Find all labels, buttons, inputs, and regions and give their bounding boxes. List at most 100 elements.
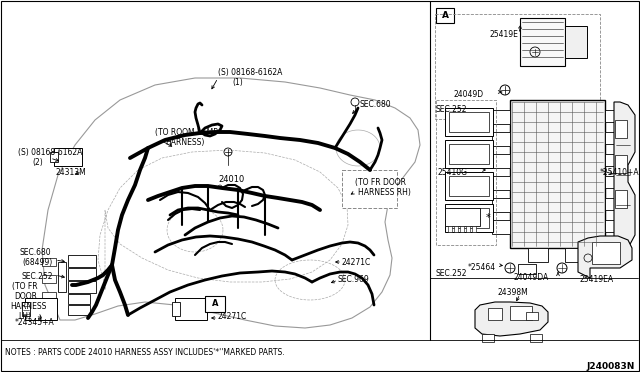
Bar: [605, 154, 619, 166]
Bar: [520, 18, 565, 66]
Bar: [42, 292, 56, 300]
Bar: [492, 110, 510, 124]
Bar: [605, 220, 619, 232]
Text: DOOR: DOOR: [14, 292, 37, 301]
Bar: [605, 132, 619, 144]
Bar: [68, 294, 90, 304]
Bar: [436, 8, 454, 23]
Bar: [68, 305, 90, 315]
Bar: [528, 248, 548, 262]
Text: A: A: [212, 299, 218, 308]
Text: 24271C: 24271C: [342, 258, 371, 267]
Polygon shape: [98, 150, 348, 290]
Bar: [565, 248, 585, 262]
Bar: [68, 255, 96, 267]
Text: SEC.252: SEC.252: [436, 269, 467, 278]
Bar: [492, 198, 510, 212]
Bar: [510, 100, 605, 248]
Polygon shape: [42, 78, 420, 328]
Text: *25464: *25464: [468, 263, 496, 272]
Bar: [615, 155, 627, 173]
Bar: [175, 298, 207, 320]
Bar: [526, 312, 538, 320]
Bar: [42, 275, 56, 283]
Text: HARNESS): HARNESS): [165, 138, 204, 147]
Polygon shape: [578, 236, 632, 278]
Text: 25419EA: 25419EA: [580, 275, 614, 284]
Bar: [445, 108, 493, 136]
Text: *24345+A: *24345+A: [15, 318, 55, 327]
Bar: [445, 172, 493, 200]
Bar: [482, 334, 494, 342]
Bar: [466, 226, 470, 232]
Bar: [436, 100, 496, 245]
Bar: [449, 112, 489, 132]
Bar: [42, 258, 56, 266]
Bar: [605, 176, 619, 188]
Bar: [565, 26, 587, 58]
Text: HARNESS RH): HARNESS RH): [358, 188, 411, 197]
Bar: [68, 268, 96, 280]
Text: 25410G: 25410G: [438, 168, 468, 177]
Text: (TO FR: (TO FR: [12, 282, 38, 291]
Bar: [460, 226, 464, 232]
Bar: [592, 242, 620, 264]
Text: 25419E: 25419E: [490, 30, 519, 39]
Text: LH): LH): [18, 312, 31, 321]
Bar: [58, 262, 66, 292]
Bar: [448, 226, 452, 232]
Bar: [22, 302, 30, 316]
Text: SEC.969: SEC.969: [338, 275, 370, 284]
Text: *: *: [486, 213, 490, 223]
Bar: [605, 198, 619, 210]
Text: SEC.680: SEC.680: [20, 248, 52, 257]
Text: 24049D: 24049D: [454, 90, 484, 99]
Text: HARNESS: HARNESS: [10, 302, 46, 311]
Text: (TO FR DOOR: (TO FR DOOR: [355, 178, 406, 187]
Text: 24398M: 24398M: [498, 288, 529, 297]
Bar: [492, 176, 510, 190]
Text: 24049DA: 24049DA: [514, 273, 549, 282]
Bar: [454, 226, 458, 232]
Bar: [54, 148, 82, 166]
Bar: [518, 264, 536, 274]
Text: (S) 08168-6162A: (S) 08168-6162A: [18, 148, 83, 157]
Bar: [492, 132, 510, 146]
Bar: [445, 140, 493, 168]
Bar: [492, 220, 510, 234]
Bar: [510, 306, 532, 320]
Text: 24010: 24010: [218, 175, 244, 184]
Bar: [472, 226, 476, 232]
Bar: [605, 110, 619, 122]
Text: (68499): (68499): [22, 258, 52, 267]
Text: (S) 08168-6162A: (S) 08168-6162A: [218, 68, 282, 77]
Text: (2): (2): [32, 158, 43, 167]
Bar: [50, 152, 58, 162]
Polygon shape: [475, 302, 548, 336]
Bar: [445, 208, 480, 226]
Polygon shape: [614, 102, 635, 248]
Text: 24271C: 24271C: [218, 312, 247, 321]
Bar: [68, 281, 96, 293]
Bar: [445, 204, 493, 232]
Text: 24313M: 24313M: [55, 168, 86, 177]
Text: A: A: [442, 10, 449, 19]
Text: SEC.252: SEC.252: [22, 272, 54, 281]
Bar: [25, 298, 57, 320]
Bar: [449, 208, 489, 228]
Text: *25410+A: *25410+A: [600, 168, 639, 177]
Text: NOTES : PARTS CODE 24010 HARNESS ASSY INCLUDES'*''MARKED PARTS.: NOTES : PARTS CODE 24010 HARNESS ASSY IN…: [5, 348, 285, 357]
Text: SEC.680: SEC.680: [360, 100, 392, 109]
Bar: [172, 302, 180, 316]
Bar: [449, 144, 489, 164]
Bar: [492, 154, 510, 168]
Bar: [435, 14, 600, 119]
Bar: [530, 334, 542, 342]
Bar: [615, 120, 627, 138]
Text: J240083N: J240083N: [587, 362, 635, 371]
Text: (TO ROOM LAMP: (TO ROOM LAMP: [155, 128, 218, 137]
Bar: [205, 296, 225, 312]
Text: SEC.252: SEC.252: [436, 105, 467, 114]
Bar: [449, 176, 489, 196]
Bar: [342, 170, 397, 208]
